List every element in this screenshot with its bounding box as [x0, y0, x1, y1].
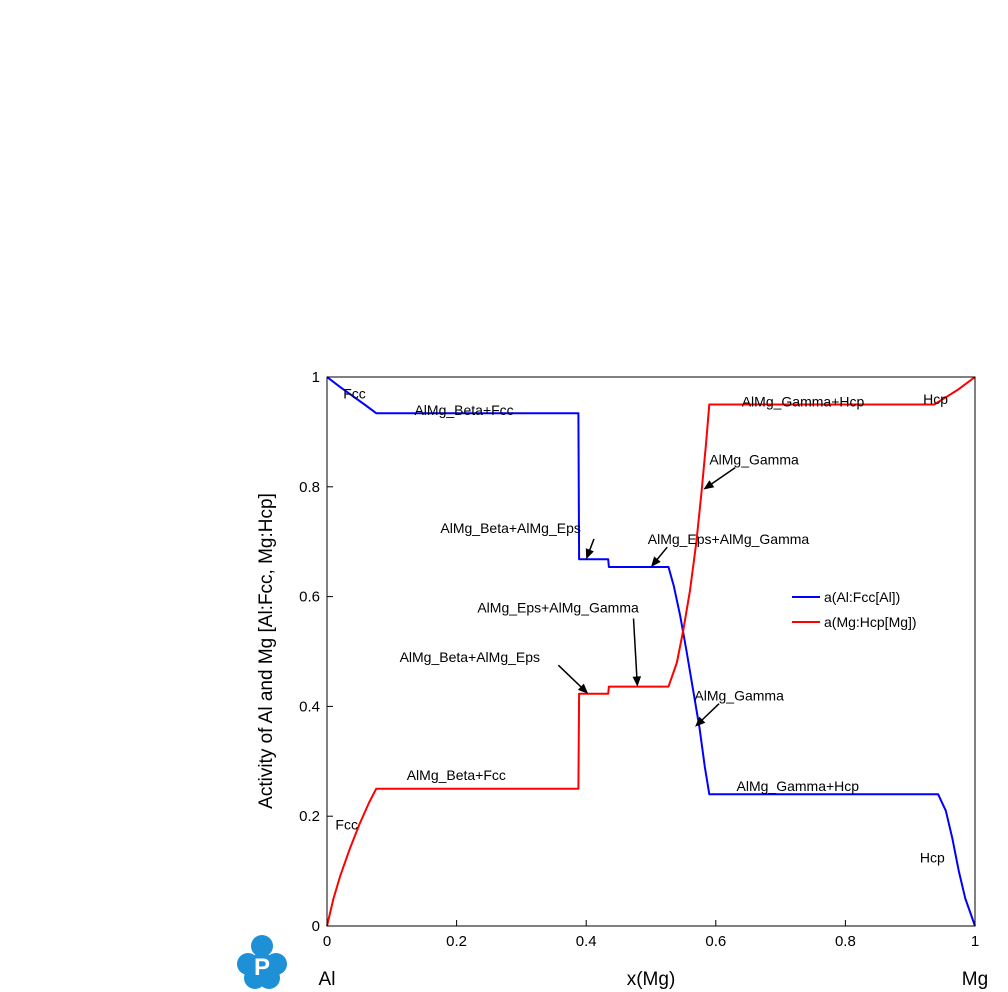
y-tick-label: 0.2 [299, 808, 320, 825]
annotation-label: AlMg_Beta+Fcc [414, 402, 513, 418]
annotation-arrow-shaft [710, 466, 736, 486]
annotation-arrow-shaft [632, 618, 638, 678]
svg-text:P: P [254, 954, 270, 981]
x-tick-label: 0.8 [835, 933, 856, 950]
p-cloud-logo: P [237, 935, 287, 989]
annotation-arrow-head [585, 548, 594, 560]
x-tick-label: 1 [971, 933, 979, 950]
ticks-layer: 0 0.2 0.4 0.6 0.8 1 0 0.2 0.4 0.6 0.8 1 [299, 369, 979, 950]
legend-label-al: a(Al:Fcc[Al]) [824, 589, 900, 605]
annotation-label: Fcc [335, 816, 358, 832]
annotation-label: AlMg_Gamma [694, 687, 784, 703]
y-tick-label: 0 [312, 918, 320, 935]
annotation-label: AlMg_Gamma+Hcp [742, 394, 865, 410]
annotation-arrow-head [703, 480, 715, 490]
annotation-arrow-shaft [557, 664, 583, 689]
x-tick-label: 0 [323, 933, 331, 950]
annotation-arrow-head [651, 556, 661, 567]
annotation-label: AlMg_Gamma+Hcp [737, 778, 860, 794]
legend-label-mg: a(Mg:Hcp[Mg]) [824, 614, 917, 630]
annotation-arrow-shaft [655, 546, 668, 561]
annotation-arrow-head [695, 716, 706, 727]
y-tick-label: 1 [312, 369, 320, 386]
y-tick-label: 0.4 [299, 698, 320, 715]
annotation-label: Hcp [920, 849, 945, 865]
x-axis-start-label: Al [319, 969, 336, 990]
x-axis-label: x(Mg) [627, 969, 676, 990]
series-line-mg-hcp [326, 376, 976, 927]
annotation-label: AlMg_Eps+AlMg_Gamma [648, 531, 810, 547]
annotation-label: AlMg_Eps+AlMg_Gamma [477, 600, 639, 616]
y-tick-label: 0.6 [299, 589, 320, 606]
annotation-arrow-head [632, 676, 642, 687]
annotation-label: AlMg_Beta+Fcc [407, 767, 506, 783]
x-tick-label: 0.6 [705, 933, 726, 950]
annotation-arrow-head [577, 683, 589, 694]
x-tick-label: 0.4 [576, 933, 597, 950]
annotation-label: AlMg_Gamma [709, 451, 799, 467]
annotation-arrow-shaft [588, 538, 595, 552]
annotation-label: Fcc [343, 385, 366, 401]
plot-frame [326, 376, 976, 927]
legend: a(Al:Fcc[Al]) a(Mg:Hcp[Mg]) [792, 589, 917, 630]
annotation-arrow-shaft [700, 703, 720, 722]
annotation-label: AlMg_Beta+AlMg_Eps [400, 649, 540, 665]
curves-layer [326, 376, 976, 927]
annotation-label: AlMg_Beta+AlMg_Eps [440, 520, 580, 536]
y-axis-label: Activity of Al and Mg [Al:Fcc, Mg:Hcp] [256, 493, 277, 809]
series-line-al-fcc [326, 376, 976, 927]
x-tick-label: 0.2 [446, 933, 467, 950]
annotation-label: Hcp [923, 391, 948, 407]
y-tick-label: 0.8 [299, 479, 320, 496]
x-axis-end-label: Mg [962, 969, 988, 990]
annotations-layer: Fcc AlMg_Beta+Fcc AlMg_Gamma+Hcp Hcp AlMg_Ga… [335, 385, 948, 865]
